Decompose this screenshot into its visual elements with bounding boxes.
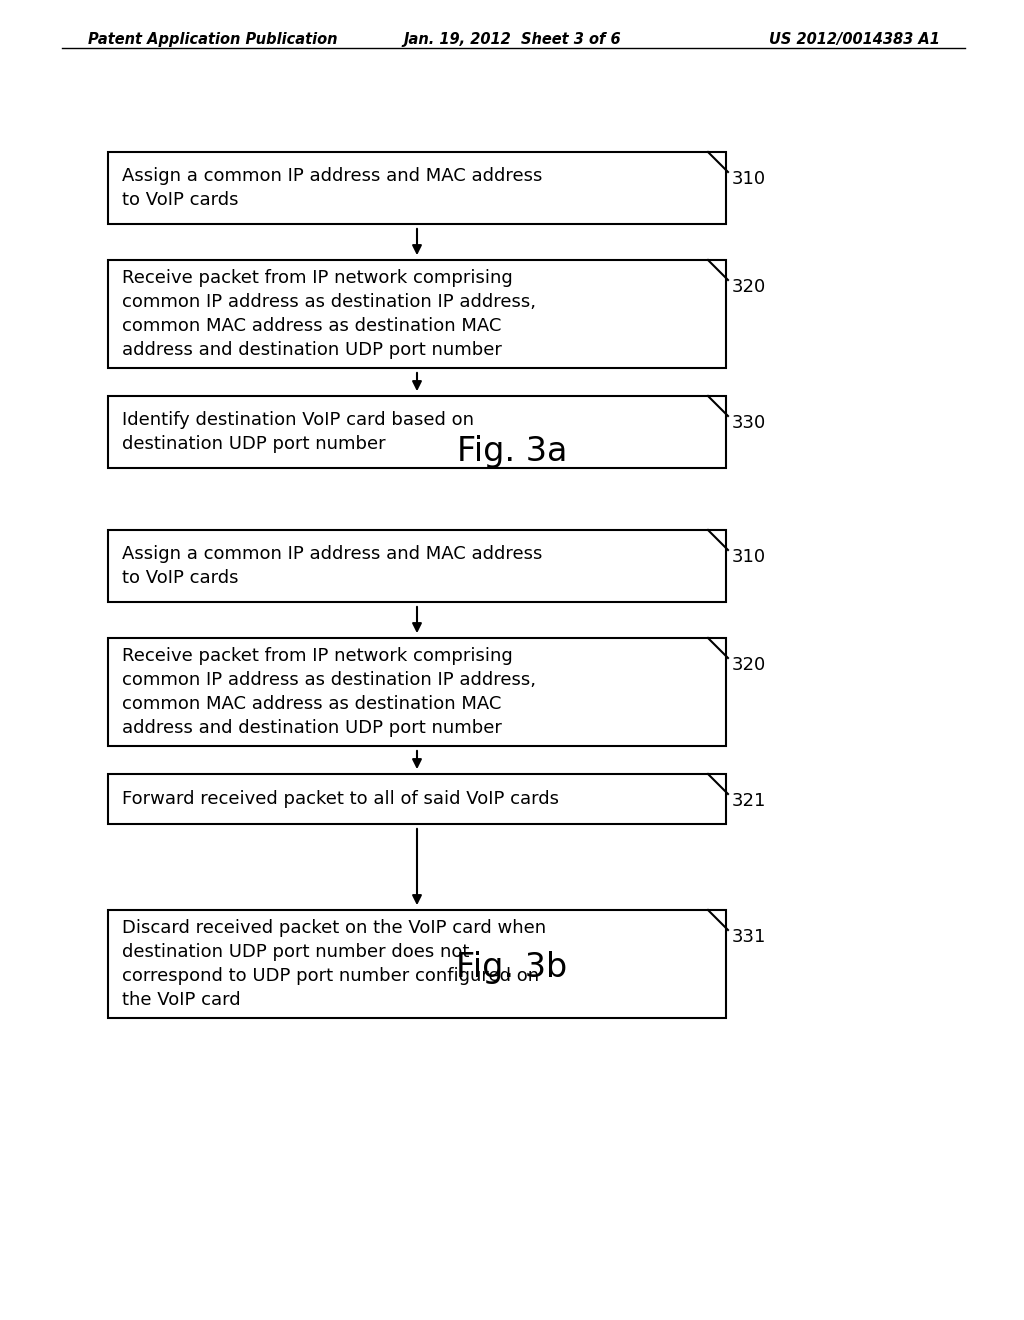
Text: Assign a common IP address and MAC address
to VoIP cards: Assign a common IP address and MAC addre… <box>122 166 543 209</box>
Text: Receive packet from IP network comprising
common IP address as destination IP ad: Receive packet from IP network comprisin… <box>122 647 536 738</box>
Bar <box>108 260 726 368</box>
Text: 321: 321 <box>732 792 766 810</box>
Text: 320: 320 <box>732 279 766 296</box>
Text: Forward received packet to all of said VoIP cards: Forward received packet to all of said V… <box>122 789 559 808</box>
Text: 330: 330 <box>732 414 766 432</box>
Text: 320: 320 <box>732 656 766 675</box>
Text: 310: 310 <box>732 170 766 187</box>
Text: Assign a common IP address and MAC address
to VoIP cards: Assign a common IP address and MAC addre… <box>122 545 543 587</box>
Text: Receive packet from IP network comprising
common IP address as destination IP ad: Receive packet from IP network comprisin… <box>122 268 536 359</box>
Bar <box>108 774 726 824</box>
Text: Jan. 19, 2012  Sheet 3 of 6: Jan. 19, 2012 Sheet 3 of 6 <box>403 32 621 48</box>
Bar <box>108 152 726 224</box>
Text: Fig. 3b: Fig. 3b <box>457 952 567 985</box>
Bar <box>108 638 726 746</box>
Bar <box>108 396 726 469</box>
Bar <box>108 531 726 602</box>
Bar <box>108 909 726 1018</box>
Text: 310: 310 <box>732 548 766 566</box>
Text: Fig. 3a: Fig. 3a <box>457 436 567 469</box>
Text: Identify destination VoIP card based on
destination UDP port number: Identify destination VoIP card based on … <box>122 411 474 453</box>
Text: 331: 331 <box>732 928 766 946</box>
Text: Patent Application Publication: Patent Application Publication <box>88 32 338 48</box>
Text: US 2012/0014383 A1: US 2012/0014383 A1 <box>769 32 940 48</box>
Text: Discard received packet on the VoIP card when
destination UDP port number does n: Discard received packet on the VoIP card… <box>122 919 546 1010</box>
